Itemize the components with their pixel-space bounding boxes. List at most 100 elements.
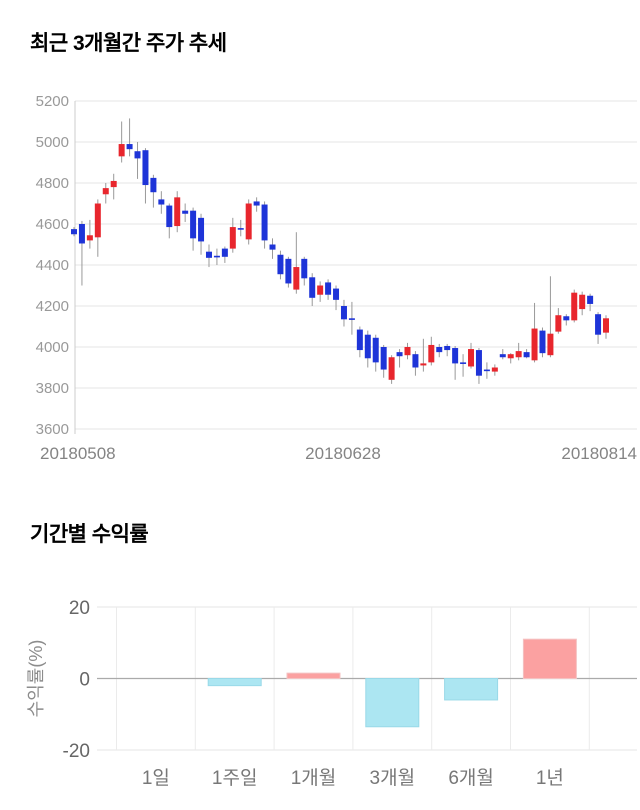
candle-up bbox=[420, 363, 427, 366]
candle-down bbox=[523, 352, 530, 358]
y-axis-tick-label: 4000 bbox=[36, 339, 69, 356]
x-axis-category-label: 3개월 bbox=[370, 767, 416, 789]
candlestick-chart: 5200 5000 4800 4600 4400 4200 4000 3800 3600 2018… bbox=[36, 93, 637, 463]
candle-down bbox=[372, 337, 379, 363]
candle-down bbox=[460, 362, 467, 364]
candle-down bbox=[269, 244, 276, 250]
y-axis-label: 수익률(%) bbox=[26, 640, 46, 718]
candle-down bbox=[396, 352, 403, 357]
candle-down bbox=[563, 316, 570, 321]
candle-down bbox=[277, 254, 284, 275]
candle-up bbox=[555, 315, 562, 332]
return-bar-positive bbox=[286, 672, 341, 680]
y-axis-tick-label: 4400 bbox=[36, 257, 69, 274]
candle-down bbox=[539, 330, 546, 354]
candle-down bbox=[253, 201, 260, 206]
y-axis-tick-label: 3600 bbox=[36, 421, 69, 438]
candle-up bbox=[229, 227, 236, 249]
candle-up bbox=[86, 235, 93, 241]
y-axis-tick-label: 5000 bbox=[36, 134, 69, 151]
return-bar-negative bbox=[207, 678, 262, 687]
candle-down bbox=[380, 347, 387, 370]
candle-down bbox=[285, 258, 292, 284]
candle-down bbox=[364, 334, 371, 359]
candle-up bbox=[547, 333, 554, 356]
candle-down bbox=[134, 151, 141, 159]
candle-up bbox=[404, 347, 411, 356]
x-axis-category-label: 1주일 bbox=[212, 767, 258, 789]
candle-down bbox=[475, 350, 482, 376]
candle-down bbox=[166, 205, 173, 228]
y-axis-tick-label: 20 bbox=[69, 598, 90, 619]
x-axis-tick-label: 20180628 bbox=[305, 444, 381, 463]
y-axis-tick-label: 4200 bbox=[36, 298, 69, 315]
candle-up bbox=[118, 144, 125, 157]
candle-down bbox=[356, 329, 363, 351]
x-axis-tick-label: 20180508 bbox=[40, 444, 116, 463]
candle-up bbox=[491, 367, 498, 372]
y-axis-tick-label: 3800 bbox=[36, 380, 69, 397]
candle-down bbox=[333, 288, 340, 300]
candle-down bbox=[325, 282, 332, 295]
candle-up bbox=[388, 357, 395, 380]
x-axis-category-label: 6개월 bbox=[448, 767, 494, 789]
x-axis-tick-label: 20180814 bbox=[561, 444, 637, 463]
candle-down bbox=[348, 318, 355, 320]
candle-up bbox=[468, 349, 475, 367]
candle-down bbox=[452, 348, 459, 364]
candle-down bbox=[190, 210, 197, 239]
candle-down bbox=[158, 199, 165, 205]
candle-down bbox=[499, 354, 506, 358]
candle-down bbox=[483, 369, 490, 372]
candle-up bbox=[507, 354, 514, 359]
candle-down bbox=[444, 345, 451, 351]
candle-up bbox=[245, 203, 252, 240]
candle-up bbox=[531, 328, 538, 361]
candle-down bbox=[261, 204, 268, 241]
x-axis-category-label: 1년 bbox=[536, 767, 564, 789]
y-axis-tick-label: 4800 bbox=[36, 175, 69, 192]
candle-down bbox=[150, 177, 157, 193]
candle-up bbox=[94, 203, 101, 238]
candle-down bbox=[126, 144, 133, 150]
return-bar-negative bbox=[365, 678, 420, 728]
candle-up bbox=[603, 318, 609, 333]
candle-down bbox=[309, 277, 316, 298]
candle-down bbox=[595, 314, 602, 335]
candle-up bbox=[579, 294, 586, 310]
candle-down bbox=[412, 354, 419, 368]
candle-down bbox=[213, 255, 220, 258]
x-axis-category-label: 1개월 bbox=[291, 767, 337, 789]
y-axis-tick-label: 0 bbox=[79, 670, 90, 691]
y-axis-tick-label: 5200 bbox=[36, 93, 69, 110]
price-trend-title: 최근 3개월간 주가 추세 bbox=[30, 32, 227, 55]
candle-down bbox=[198, 217, 205, 242]
returns-by-period-title: 기간별 수익률 bbox=[30, 523, 149, 546]
candle-down bbox=[205, 251, 212, 258]
candle-up bbox=[571, 292, 578, 321]
candle-down bbox=[182, 210, 189, 214]
candle-up bbox=[102, 188, 109, 195]
candle-down bbox=[237, 228, 244, 230]
x-axis-category-label: 1일 bbox=[142, 767, 170, 789]
candle-up bbox=[174, 197, 181, 227]
candle-up bbox=[515, 351, 522, 358]
return-bar-negative bbox=[444, 678, 499, 701]
candle-down bbox=[587, 295, 594, 304]
candle-down bbox=[221, 248, 228, 257]
candle-down bbox=[71, 229, 77, 235]
y-axis-tick-label: 4600 bbox=[36, 216, 69, 233]
return-bar-positive bbox=[522, 638, 577, 679]
candle-up bbox=[317, 285, 324, 295]
candle-down bbox=[301, 258, 308, 279]
y-axis-tick-label: -20 bbox=[63, 741, 90, 762]
candle-down bbox=[78, 224, 85, 244]
candle-up bbox=[428, 344, 435, 363]
candle-up bbox=[110, 180, 117, 188]
candle-down bbox=[436, 347, 443, 353]
candle-down bbox=[142, 150, 149, 186]
candle-down bbox=[340, 306, 347, 320]
candle-up bbox=[293, 267, 300, 290]
